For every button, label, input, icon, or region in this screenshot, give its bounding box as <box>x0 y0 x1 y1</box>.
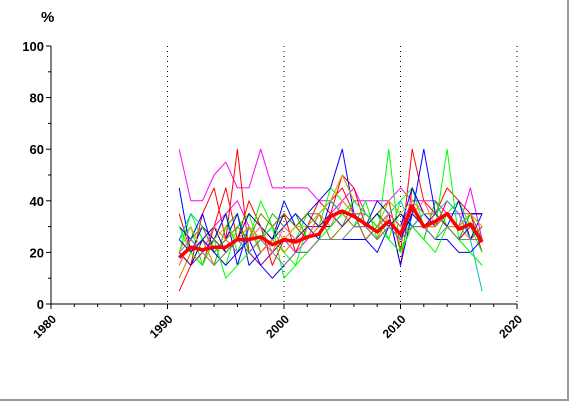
y-tick-label-60: 60 <box>30 142 44 157</box>
axes <box>46 45 518 309</box>
series-line-18 <box>178 200 483 279</box>
series-line-13 <box>178 174 483 253</box>
series-line-19 <box>178 226 483 266</box>
y-tick-label-40: 40 <box>30 194 44 209</box>
x-tick-label-1980: 1980 <box>30 312 59 341</box>
x-tick-label-1990: 1990 <box>147 312 176 341</box>
x-tick-label-2020: 2020 <box>496 312 525 341</box>
gridlines <box>167 46 518 304</box>
x-tick-label-2000: 2000 <box>263 312 292 341</box>
x-tick-label-2010: 2010 <box>380 312 409 341</box>
y-tick-label-100: 100 <box>22 39 44 54</box>
y-tick-label-20: 20 <box>30 245 44 260</box>
tick-labels: 0 20 40 60 80 100 1980 1990 2000 2010 2020 <box>22 39 525 341</box>
y-axis-unit-label: % <box>41 9 54 26</box>
series-lines <box>178 148 484 292</box>
y-tick-label-0: 0 <box>37 297 44 312</box>
series-line-mean <box>178 204 484 259</box>
y-tick-label-80: 80 <box>30 91 44 106</box>
